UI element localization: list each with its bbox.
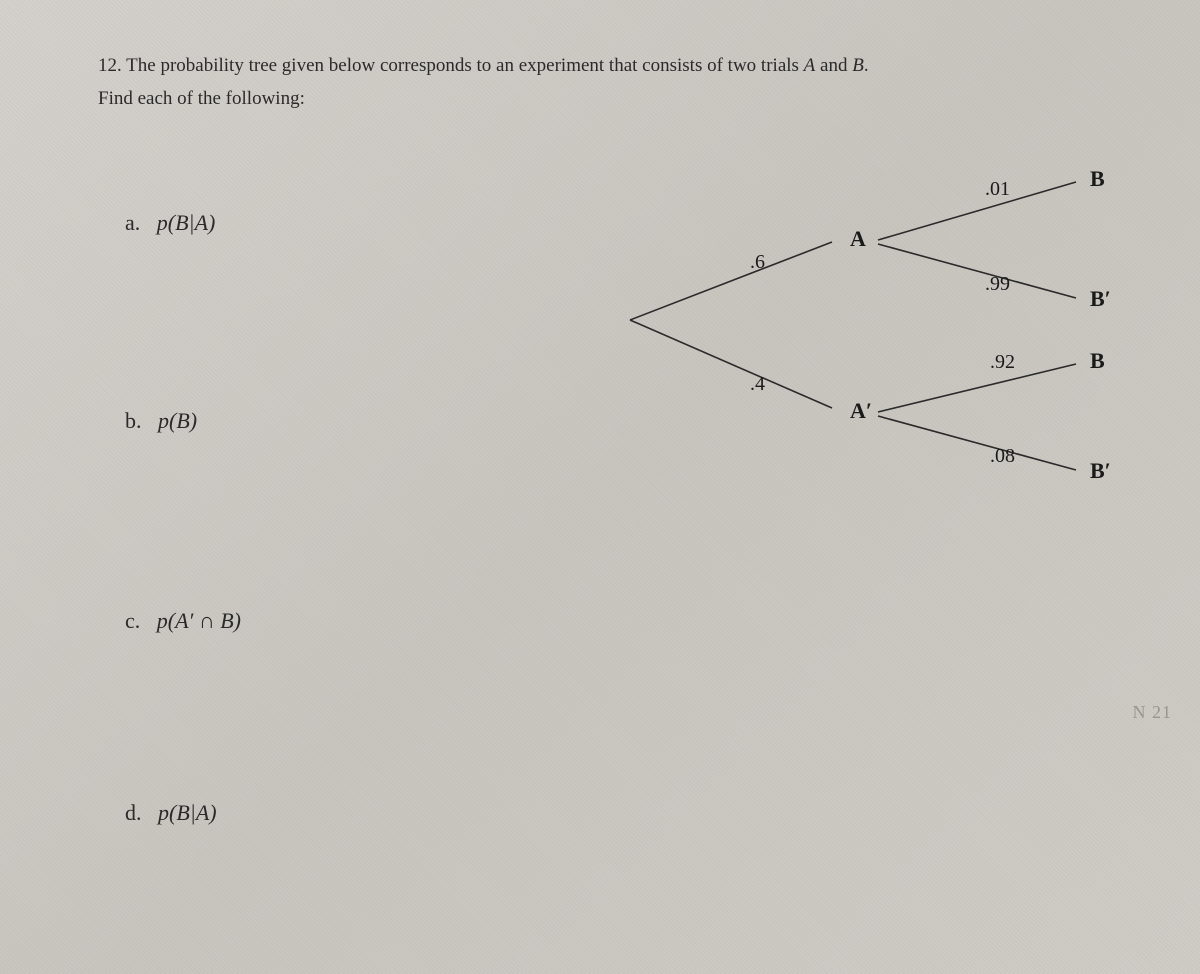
problem-statement: 12. The probability tree given below cor… <box>98 52 1140 113</box>
tree-svg: .6 .4 A A′ .01 .99 .92 .08 B B′ B B′ <box>590 150 1170 530</box>
trial-B: B <box>852 55 864 76</box>
problem-text-2: Find each of the following: <box>98 85 1140 114</box>
trial-A: A <box>804 55 816 76</box>
page-scan: 12. The probability tree given below cor… <box>0 0 1200 974</box>
problem-text-1: The probability tree given below corresp… <box>126 55 804 76</box>
question-d: d. p(B|A) <box>125 800 217 826</box>
question-c: c. p(A′ ∩ B) <box>125 608 241 634</box>
svg-text:.6: .6 <box>750 251 765 273</box>
period: . <box>864 55 869 76</box>
probability-tree: .6 .4 A A′ .01 .99 .92 .08 B B′ B B′ <box>590 150 1170 530</box>
q-letter: d. <box>125 800 142 825</box>
svg-text:.92: .92 <box>990 351 1015 373</box>
q-expr: p(A′ ∩ B) <box>157 608 241 633</box>
q-letter: c. <box>125 608 140 633</box>
and-word: and <box>815 55 852 76</box>
svg-text:.01: .01 <box>985 178 1010 200</box>
faint-margin-text: N 21 <box>1133 702 1173 723</box>
svg-text:A′: A′ <box>850 398 872 423</box>
q-letter: a. <box>125 210 140 235</box>
q-expr: p(B|A) <box>158 800 217 825</box>
svg-text:.99: .99 <box>985 273 1010 295</box>
q-letter: b. <box>125 408 142 433</box>
q-expr: p(B) <box>158 408 197 433</box>
q-expr: p(B|A) <box>157 210 216 235</box>
question-b: b. p(B) <box>125 408 197 434</box>
problem-number: 12. <box>98 55 122 76</box>
svg-text:.08: .08 <box>990 445 1015 467</box>
svg-text:A: A <box>850 226 866 251</box>
svg-text:B: B <box>1090 166 1105 191</box>
svg-text:B′: B′ <box>1090 286 1111 311</box>
svg-text:B: B <box>1090 348 1105 373</box>
svg-text:.4: .4 <box>750 373 765 395</box>
svg-text:B′: B′ <box>1090 458 1111 483</box>
question-a: a. p(B|A) <box>125 210 215 236</box>
